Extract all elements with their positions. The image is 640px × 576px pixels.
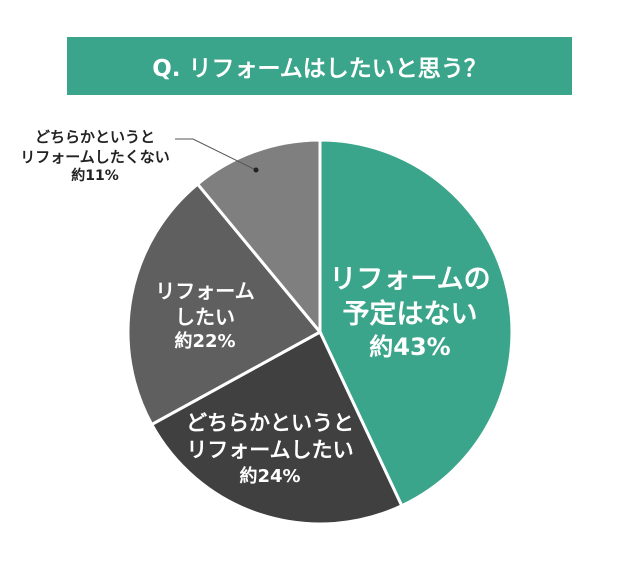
label-line: 予定はない <box>342 299 478 331</box>
pie-slice-3 <box>195 138 322 337</box>
leader-dot <box>253 167 259 173</box>
label-line: リフォームしたくない <box>20 147 170 166</box>
label-line: どちらかというと <box>186 411 354 435</box>
chart-title: Q. リフォームはしたいと思う？ <box>67 37 572 95</box>
pie-slice-2 <box>126 181 323 427</box>
slice-label-3: どちらかというと リフォームしたくない 約11% <box>0 128 190 185</box>
value-label: 約24% <box>239 465 301 487</box>
slice-label-2: リフォーム したい 約22% <box>140 278 270 353</box>
label-line: リフォームの <box>329 264 491 295</box>
slice-label-1: どちらかというと リフォームしたい 約24% <box>160 410 380 488</box>
leader-line <box>175 138 257 171</box>
label-line: リフォームしたい <box>186 438 354 463</box>
label-line: リフォーム <box>155 279 255 303</box>
value-label: 約43% <box>369 333 451 362</box>
pie-slice-0 <box>318 138 514 508</box>
value-label: 約22% <box>174 331 236 352</box>
slice-label-0: リフォームの 予定はない 約43% <box>320 262 500 363</box>
pie-slice-1 <box>149 329 404 526</box>
label-line: したい <box>175 305 235 329</box>
value-label: 約11% <box>71 168 119 184</box>
label-line: どちらかというと <box>34 128 155 146</box>
